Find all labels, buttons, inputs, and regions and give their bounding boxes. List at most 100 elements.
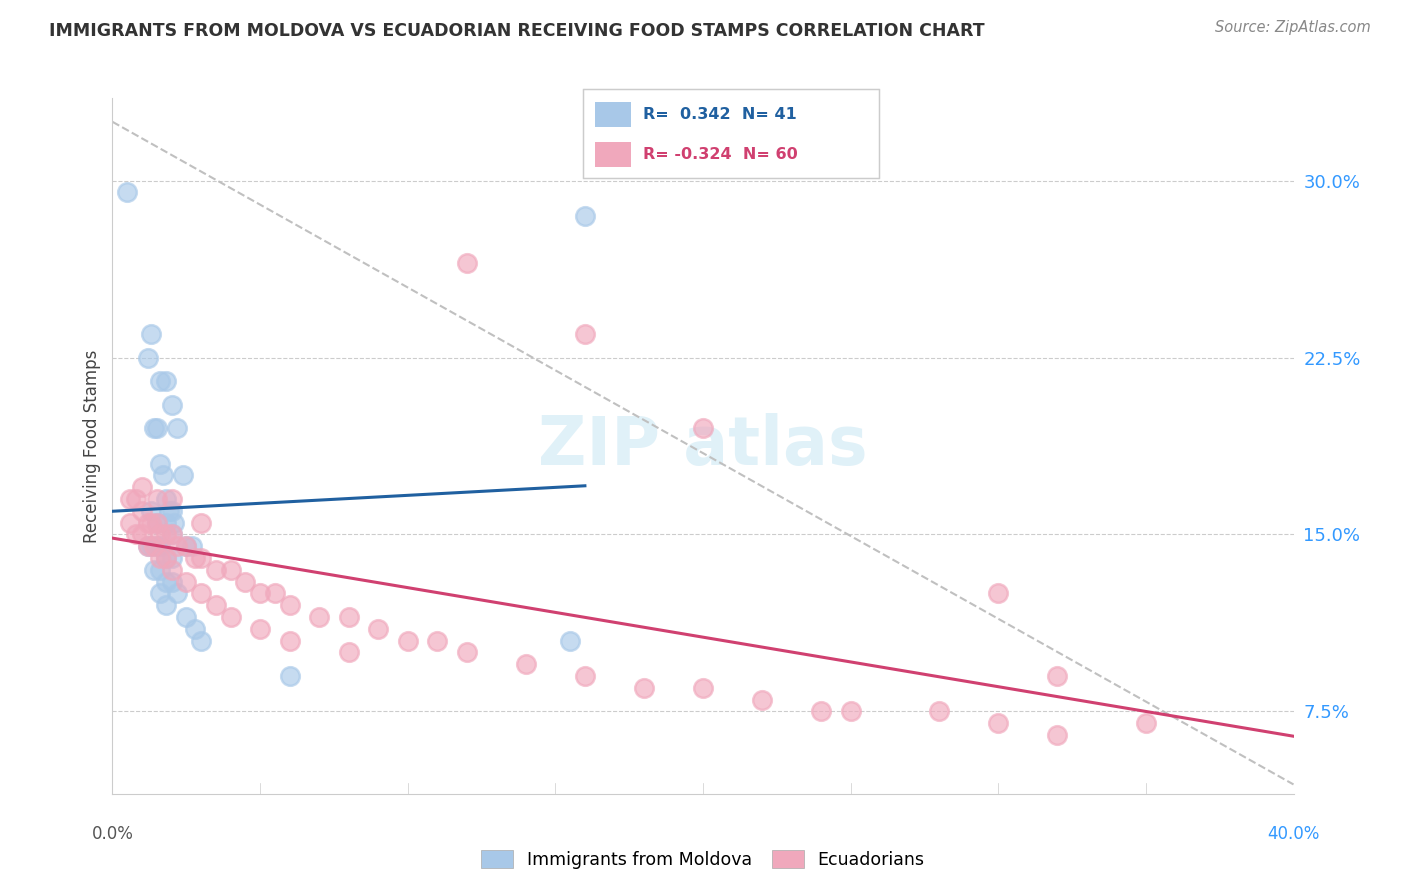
Point [142,421,165,435]
Point [1046,728,1069,742]
Point [174,539,197,553]
Point [308,610,330,624]
Text: IMMIGRANTS FROM MOLDOVA VS ECUADORIAN RECEIVING FOOD STAMPS CORRELATION CHART: IMMIGRANTS FROM MOLDOVA VS ECUADORIAN RE… [49,22,984,40]
Point [190,516,212,530]
Text: R=  0.342  N= 41: R= 0.342 N= 41 [643,107,796,121]
Point [987,586,1010,600]
Point [160,398,183,412]
Point [139,504,162,518]
Text: Source: ZipAtlas.com: Source: ZipAtlas.com [1215,20,1371,35]
Point [987,716,1010,731]
Point [515,657,537,672]
Point [1135,716,1157,731]
Point [131,504,153,518]
Point [149,374,172,388]
Point [152,468,174,483]
Point [146,516,169,530]
Point [155,598,177,612]
Text: 40.0%: 40.0% [1267,825,1320,843]
Point [120,516,142,530]
Point [149,539,172,553]
Point [142,539,165,553]
Point [155,374,177,388]
Point [190,551,212,566]
Y-axis label: Receiving Food Stamps: Receiving Food Stamps [83,350,101,542]
Point [1046,669,1069,683]
Text: 0.0%: 0.0% [91,825,134,843]
Point [456,645,478,659]
Point [426,633,449,648]
Point [155,551,177,566]
Point [149,586,172,600]
FancyBboxPatch shape [595,142,631,167]
Point [278,598,301,612]
Legend: Immigrants from Moldova, Ecuadorians: Immigrants from Moldova, Ecuadorians [474,844,932,876]
Point [125,527,148,541]
Point [155,516,177,530]
Point [264,586,287,600]
Point [219,563,242,577]
Point [136,516,159,530]
Point [205,563,228,577]
Point [139,516,162,530]
Point [149,527,172,541]
Point [574,669,596,683]
Point [139,326,162,341]
Point [160,551,183,566]
Text: ZIP atlas: ZIP atlas [538,413,868,479]
Point [278,669,301,683]
Point [117,186,138,200]
Point [692,421,714,435]
Point [157,504,180,518]
Point [337,645,360,659]
Point [751,692,773,706]
Point [190,633,212,648]
Point [558,633,582,648]
Point [160,491,183,506]
Point [166,539,188,553]
Point [155,491,177,506]
Point [131,480,153,494]
Point [181,539,204,553]
Point [219,610,242,624]
Point [155,527,177,541]
Point [146,491,169,506]
Point [131,527,153,541]
Point [172,468,194,483]
Point [633,681,655,695]
Point [810,704,832,718]
Point [160,574,183,589]
Point [574,326,596,341]
Point [149,563,172,577]
Point [166,421,188,435]
Point [142,563,165,577]
Point [174,574,197,589]
Point [692,681,714,695]
Point [839,704,862,718]
Point [163,516,186,530]
Point [146,516,169,530]
Point [233,574,256,589]
Point [184,551,207,566]
Point [278,633,301,648]
Point [160,527,183,541]
Point [337,610,360,624]
Point [205,598,228,612]
Text: R= -0.324  N= 60: R= -0.324 N= 60 [643,147,797,161]
Point [249,586,271,600]
Point [174,539,197,553]
Point [120,491,142,506]
Point [136,539,159,553]
Point [396,633,419,648]
Point [136,351,159,365]
Point [184,622,207,636]
Point [160,563,183,577]
Point [139,539,162,553]
Point [160,504,183,518]
Point [155,574,177,589]
Point [174,610,197,624]
Point [456,256,478,270]
Point [146,539,169,553]
Point [149,457,172,471]
Point [149,551,172,566]
